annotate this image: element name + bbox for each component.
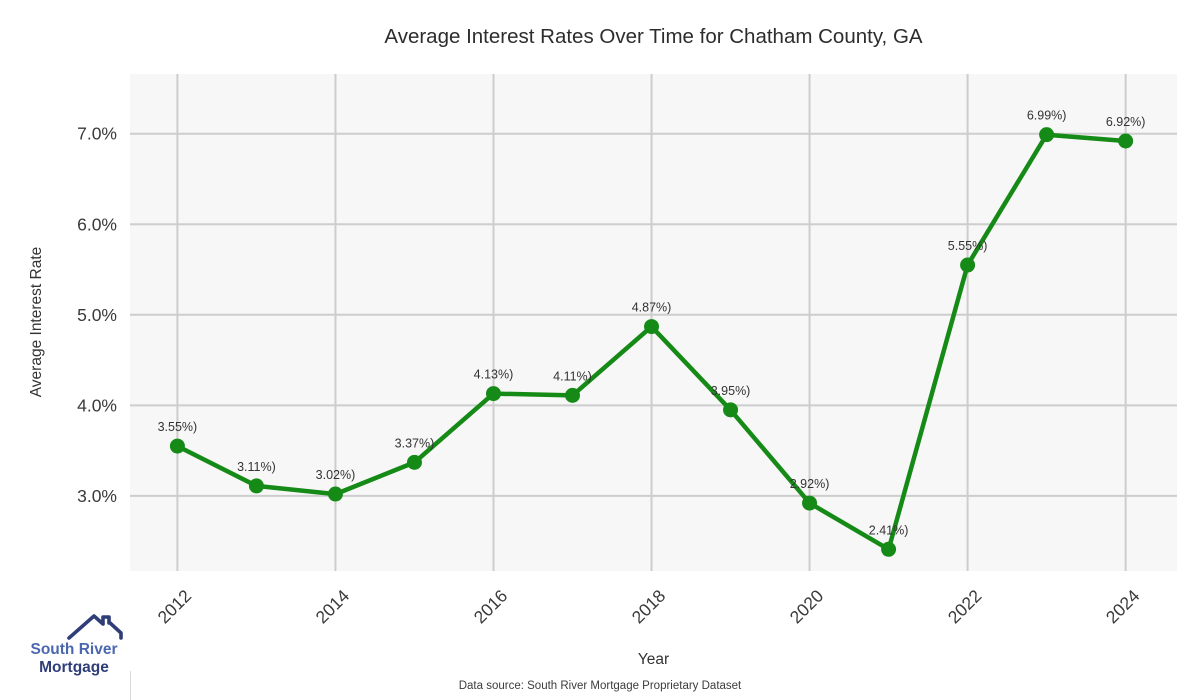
house-roof-icon (66, 611, 124, 641)
x-axis-title: Year (637, 651, 670, 668)
data-point-label: 2.41%) (869, 523, 909, 537)
south-river-mortgage-logo: South River Mortgage (20, 611, 128, 677)
data-point-label: 4.87%) (632, 301, 672, 315)
data-point (1039, 127, 1055, 143)
y-axis-title: Average Interest Rate (28, 246, 45, 398)
data-point (644, 319, 660, 335)
data-point-label: 6.92%) (1106, 115, 1146, 129)
data-point-label: 3.11%) (237, 460, 276, 474)
x-tick-label: 2016 (470, 586, 512, 628)
data-point-label: 6.99%) (1027, 109, 1067, 123)
chart-title: Average Interest Rates Over Time for Cha… (384, 25, 923, 48)
data-point-label: 3.37%) (395, 436, 435, 450)
data-point (248, 478, 264, 494)
data-point-label: 2.92%) (790, 477, 830, 491)
data-source-caption: Data source: South River Mortgage Propri… (458, 680, 742, 692)
data-point (960, 257, 976, 273)
x-tick-label: 2014 (312, 586, 354, 628)
data-point (485, 386, 501, 402)
data-point (723, 402, 739, 418)
y-tick-label: 5.0% (77, 305, 117, 325)
y-tick-label: 4.0% (77, 395, 117, 415)
data-point-label: 5.55%) (948, 239, 988, 253)
x-tick-label: 2022 (944, 586, 986, 628)
y-tick-label: 7.0% (77, 124, 117, 144)
data-point-label: 3.95%) (711, 384, 751, 398)
data-point-label: 3.55%) (158, 420, 198, 434)
logo-text-line1: South River (30, 641, 118, 658)
bottom-left-tick-line (130, 671, 131, 700)
x-tick-label: 2020 (786, 586, 828, 628)
y-tick-label: 3.0% (77, 486, 117, 506)
x-tick-label: 2012 (154, 586, 196, 628)
data-point-label: 4.13%) (474, 368, 514, 382)
data-point-label: 4.11%) (553, 369, 592, 383)
data-point (881, 541, 897, 557)
data-point (169, 438, 185, 454)
data-point (1118, 133, 1134, 149)
data-point (406, 454, 422, 470)
data-point-label: 3.02%) (316, 468, 356, 482)
data-point (802, 495, 818, 511)
data-point (565, 387, 581, 403)
data-point (327, 486, 343, 502)
x-tick-label: 2018 (628, 586, 670, 628)
y-tick-label: 6.0% (77, 214, 117, 234)
logo-text-line2: Mortgage (39, 659, 109, 676)
x-tick-label: 2024 (1102, 586, 1144, 628)
